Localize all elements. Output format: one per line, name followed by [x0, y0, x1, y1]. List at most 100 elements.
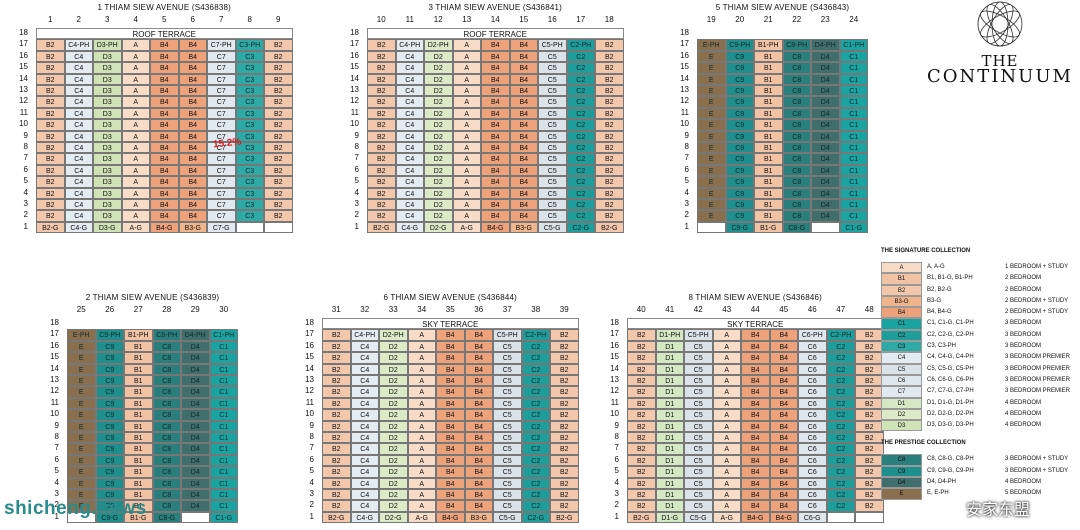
unit-cell: C2 [566, 130, 595, 142]
unit-cell: B2 [550, 500, 579, 512]
unit-cell: C8 [782, 199, 811, 211]
unit-cell: D1 [655, 454, 684, 467]
legend-row: C4 C4, C4-G, C4-PH 3 BEDROOM PREMIER [881, 352, 1076, 364]
unit-cell: C1 [209, 409, 238, 421]
unit-cell: B2 [550, 386, 579, 398]
unit-cell: B4 [150, 153, 179, 165]
unit-cell: B2 [855, 420, 884, 432]
unit-cell: C2 [826, 489, 855, 501]
unit-cell: B2-G [322, 511, 351, 524]
floor-label: 11 [610, 397, 619, 407]
unit-cell: B2 [367, 85, 396, 97]
unit-cell: B4 [769, 329, 798, 341]
unit-cell: C6 [798, 409, 827, 421]
unit-cell: B2 [367, 96, 396, 108]
unit-cell: B2 [264, 39, 293, 51]
unit-cell: B1 [124, 466, 153, 478]
unit-cell: C9 [725, 210, 754, 222]
floor-label: 8 [354, 142, 359, 151]
unit-cell: B4 [769, 454, 798, 467]
unit-cell: B2 [36, 142, 65, 154]
floor-label: 13 [350, 85, 359, 94]
unit-cell: B2 [36, 176, 65, 188]
floor-label: 7 [23, 153, 28, 163]
unit-cell: C9 [725, 107, 754, 120]
unit-cell: D4 [811, 73, 840, 85]
unit-cell: B2 [367, 176, 396, 188]
unit-cell: E [67, 352, 96, 364]
unit-cell: B2 [322, 363, 351, 375]
unit-cell: C9 [725, 187, 754, 199]
unit-cell: C2 [566, 50, 595, 63]
unit-cell: C1 [839, 176, 868, 188]
unit-cell: C3 [235, 107, 264, 120]
floor-label: 15 [305, 352, 314, 362]
unit-cell: C5 [684, 466, 713, 478]
legend-codes: B2, B2-G [927, 286, 952, 293]
unit-cell: C8 [152, 432, 181, 444]
unit-cell: D1 [655, 489, 684, 501]
unit-cell: E [67, 340, 96, 353]
unit-cell: B4 [741, 397, 770, 410]
unit-cell: B4 [769, 409, 798, 421]
unit-cell: B4 [741, 489, 770, 501]
unit-cell: B4 [481, 62, 510, 74]
unit-cell: B4 [509, 107, 538, 120]
unit-cell: B4-G [741, 511, 770, 524]
unit-cell: B4 [178, 62, 207, 74]
unit-cell: C4 [395, 130, 424, 142]
unit-cell: B2 [550, 454, 579, 467]
unit-cell: D2 [424, 73, 453, 85]
unit-cell: B1 [124, 420, 153, 432]
unit-cell: C2 [826, 454, 855, 467]
unit-cell: B4 [769, 477, 798, 489]
unit-cell: C6 [798, 386, 827, 398]
legend-row: A A, A-G 1 BEDROOM + STUDY [881, 262, 1076, 274]
unit-cell: C1 [209, 375, 238, 387]
unit-cell: B2-G [550, 511, 579, 524]
stack-number: 3 [105, 15, 110, 24]
unit-cell: D3 [93, 96, 122, 108]
unit-cell: C2 [566, 176, 595, 188]
unit-cell: C2 [826, 420, 855, 432]
unit-cell: D1 [655, 466, 684, 478]
unit-cell: B4 [481, 119, 510, 131]
unit-cell: C9 [95, 375, 124, 387]
unit-cell: B4 [436, 454, 465, 467]
unit-cell: B1 [754, 176, 783, 188]
unit-cell: E [697, 62, 726, 74]
unit-cell: D3 [93, 73, 122, 85]
legend-row: C7 C7, C7-G, C7-PH 3 BEDROOM PREMIER [881, 386, 1076, 398]
floor-label: 10 [680, 119, 689, 129]
unit-cell: C6 [798, 352, 827, 364]
unit-cell: B1 [754, 119, 783, 131]
unit-cell: C5 [493, 397, 522, 410]
unit-cell: B4 [769, 340, 798, 353]
unit-cell: B1 [124, 432, 153, 444]
floor-label: 4 [54, 477, 59, 487]
floor-label: 2 [614, 500, 619, 510]
unit-cell: A [121, 39, 150, 51]
stack-number: 2 [76, 15, 81, 24]
unit-cell: C6 [798, 432, 827, 444]
unit-cell: A [712, 363, 741, 375]
floor-label: 6 [614, 454, 619, 464]
floor-label: 18 [610, 318, 619, 327]
unit-cell: B2 [36, 62, 65, 74]
unit-cell: B2 [627, 329, 656, 341]
unit-cell: B1 [124, 409, 153, 421]
legend-row: D3 D3, D3-G, D3-PH 4 BEDROOM [881, 420, 1076, 432]
floor-label: 16 [610, 340, 619, 350]
unit-cell: E [67, 489, 96, 501]
unit-cell: E [67, 397, 96, 410]
unit-cell: B4 [509, 130, 538, 142]
unit-cell: B4 [464, 409, 493, 421]
legend-swatch: D1 [881, 397, 922, 409]
unit-cell: B4 [150, 96, 179, 108]
unit-cell: C5 [493, 454, 522, 467]
unit-cell: B2 [550, 420, 579, 432]
unit-cell: C2 [566, 164, 595, 177]
unit-cell: B2 [36, 50, 65, 63]
unit-cell: D3-G [93, 221, 122, 234]
floor-label: 15 [19, 62, 28, 72]
